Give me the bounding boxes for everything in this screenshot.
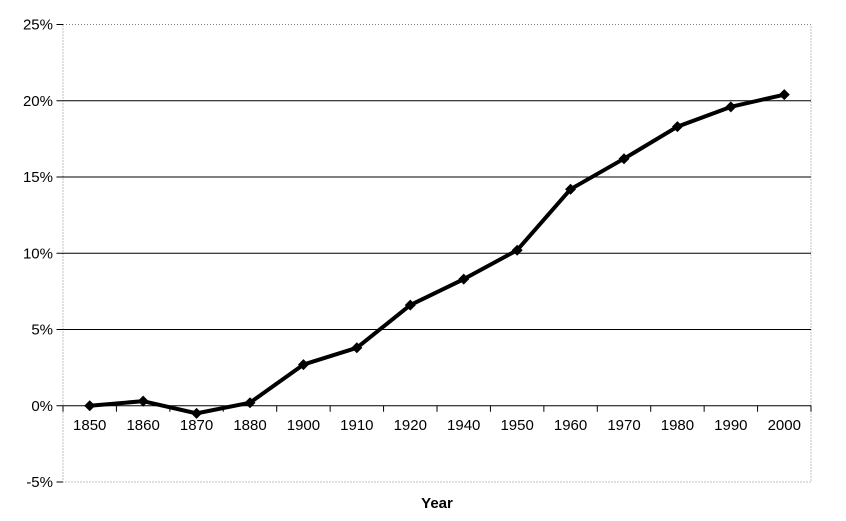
y-tick-label: 25% bbox=[23, 17, 53, 34]
y-tick-label: 0% bbox=[31, 398, 53, 415]
y-tick-label: 15% bbox=[23, 169, 53, 186]
y-tick-label: 5% bbox=[31, 322, 53, 339]
x-tick-label: 1900 bbox=[287, 417, 320, 434]
data-point-marker bbox=[84, 400, 96, 412]
data-point-marker bbox=[671, 121, 683, 133]
x-tick-label: 1880 bbox=[233, 417, 266, 434]
x-tick-label: 1850 bbox=[73, 417, 106, 434]
x-tick-label: 1870 bbox=[180, 417, 213, 434]
x-tick-label: 1920 bbox=[394, 417, 427, 434]
x-tick-label: 1940 bbox=[447, 417, 480, 434]
data-point-marker bbox=[351, 342, 363, 354]
data-point-marker bbox=[618, 153, 630, 165]
data-point-marker bbox=[511, 244, 523, 256]
x-tick-label: 1960 bbox=[554, 417, 587, 434]
data-point-marker bbox=[565, 183, 577, 195]
data-point-marker bbox=[404, 299, 416, 311]
x-axis-title: Year bbox=[421, 495, 453, 512]
series-line bbox=[87, 92, 787, 416]
data-point-marker bbox=[778, 89, 790, 101]
x-tick-label: 1950 bbox=[500, 417, 533, 434]
x-tick-label: 1990 bbox=[714, 417, 747, 434]
data-point-marker bbox=[244, 397, 256, 409]
x-tick-label: 2000 bbox=[768, 417, 801, 434]
data-point-marker bbox=[191, 407, 203, 419]
data-point-marker bbox=[458, 273, 470, 285]
y-tick-label: -5% bbox=[26, 474, 53, 491]
x-tick-label: 1970 bbox=[607, 417, 640, 434]
data-point-marker bbox=[137, 395, 149, 407]
data-point-marker bbox=[297, 359, 309, 371]
x-tick-label: 1910 bbox=[340, 417, 373, 434]
x-tick-label: 1980 bbox=[661, 417, 694, 434]
y-tick-label: 20% bbox=[23, 93, 53, 110]
data-point-marker bbox=[725, 101, 737, 113]
y-tick-label: 10% bbox=[23, 245, 53, 262]
x-tick-label: 1860 bbox=[126, 417, 159, 434]
